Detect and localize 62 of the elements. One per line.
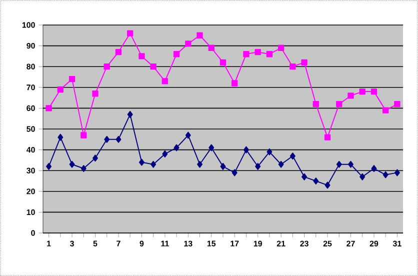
point [312,100,319,108]
point [302,173,308,180]
point [92,90,98,97]
point [162,78,168,84]
point [348,92,354,99]
point [208,44,214,51]
point [127,30,134,36]
point [220,59,226,66]
point [138,53,145,60]
point [394,100,400,108]
point [69,160,75,168]
point [80,165,86,172]
point [278,44,284,51]
point [313,178,319,184]
point [324,134,331,140]
point [127,110,133,118]
point [46,162,52,170]
point [254,48,261,56]
point [266,51,273,58]
point [185,132,191,139]
point [185,40,192,47]
point [348,160,354,168]
point [196,32,203,38]
point [301,59,308,66]
point [371,165,377,172]
point [150,160,156,168]
point [138,158,144,166]
point [92,154,98,162]
point [278,160,284,168]
point [290,64,296,70]
point [324,182,330,189]
point [290,152,296,160]
point [370,88,378,95]
point [104,136,110,143]
point [150,64,156,70]
point [115,48,122,56]
point [68,76,76,82]
point [382,171,388,178]
point [104,64,110,70]
point [46,105,52,112]
point [57,86,64,93]
point [359,88,366,95]
point [173,51,180,58]
point [162,150,168,158]
point [255,162,261,170]
point [336,160,342,168]
point [116,136,122,143]
point [243,146,249,154]
point [232,80,238,86]
point [58,134,64,141]
point [394,169,400,176]
point [336,100,342,108]
point [382,107,389,114]
point [243,51,250,58]
point [360,173,366,180]
point [197,160,203,168]
point [80,132,87,138]
point [266,148,272,156]
point [220,162,226,170]
point [174,144,180,152]
point [232,169,238,176]
point [208,144,214,152]
